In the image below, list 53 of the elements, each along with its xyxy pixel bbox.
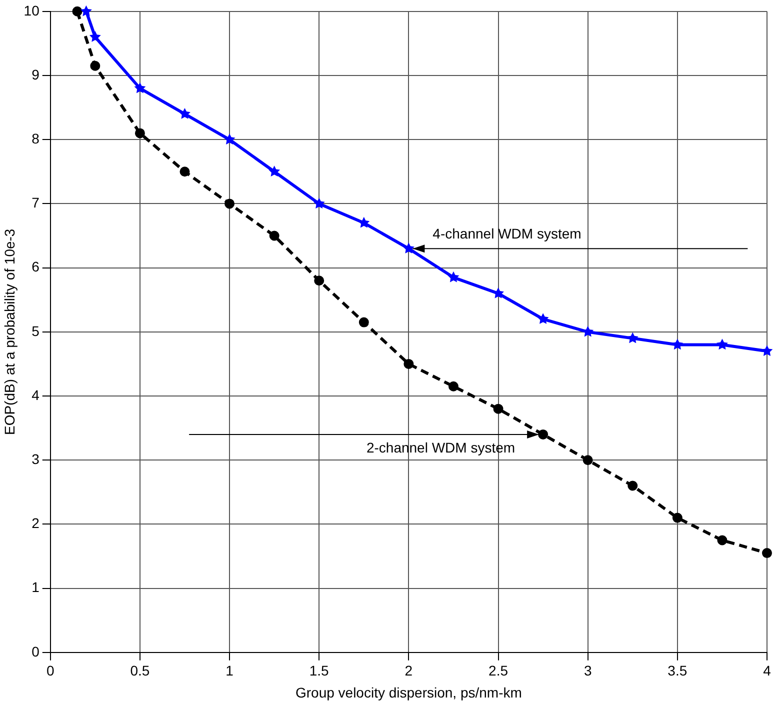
y-axis-title: EOP(dB) at a probability of 10e-3 [1,228,18,436]
point [224,134,236,144]
point [628,480,638,491]
point [358,216,370,228]
point [314,276,324,286]
point [672,512,682,523]
point [90,60,100,71]
point [672,338,684,350]
y-tick-label: 7 [32,194,40,211]
x-tick-label: 0 [46,662,54,679]
x-tick-label: 4 [763,662,772,679]
point [493,404,504,414]
x-tick-label: 2 [404,662,413,679]
x-tick-label: 3 [584,662,592,679]
y-tick-label: 4 [32,386,40,403]
point [268,166,280,177]
x-axis-title: Group velocity dispersion, ps/nm-km [295,684,522,700]
y-tick-label: 10 [24,2,40,18]
point [134,82,146,94]
point [269,230,280,241]
point [538,429,548,440]
x-tick-label: 1.5 [309,662,330,679]
y-tick-label: 1 [32,579,40,596]
y-tick-label: 0 [32,643,40,660]
y-tick-label: 6 [32,258,40,275]
x-tick-label: 0.5 [130,662,150,679]
x-tick-label: 1 [226,662,234,679]
point [180,166,190,177]
point [626,332,638,344]
x-tick-label: 2.5 [488,662,508,679]
point [179,108,190,119]
y-tick-label: 3 [32,450,40,467]
point [134,128,145,138]
y-tick-label: 5 [32,322,40,339]
point [717,535,728,546]
point [224,198,235,209]
point [716,338,728,350]
point [582,455,593,466]
point [358,317,369,328]
point [762,548,772,558]
y-tick-label: 9 [32,66,40,82]
y-tick-label: 8 [32,130,40,146]
point [89,31,101,42]
x-tick-label: 3.5 [668,662,688,679]
point [402,242,414,254]
point [80,5,92,16]
point [404,358,414,369]
point [537,313,549,324]
point [313,198,325,209]
point [72,6,82,16]
y-tick-label: 2 [32,515,40,532]
point [448,271,460,282]
point [448,381,458,392]
